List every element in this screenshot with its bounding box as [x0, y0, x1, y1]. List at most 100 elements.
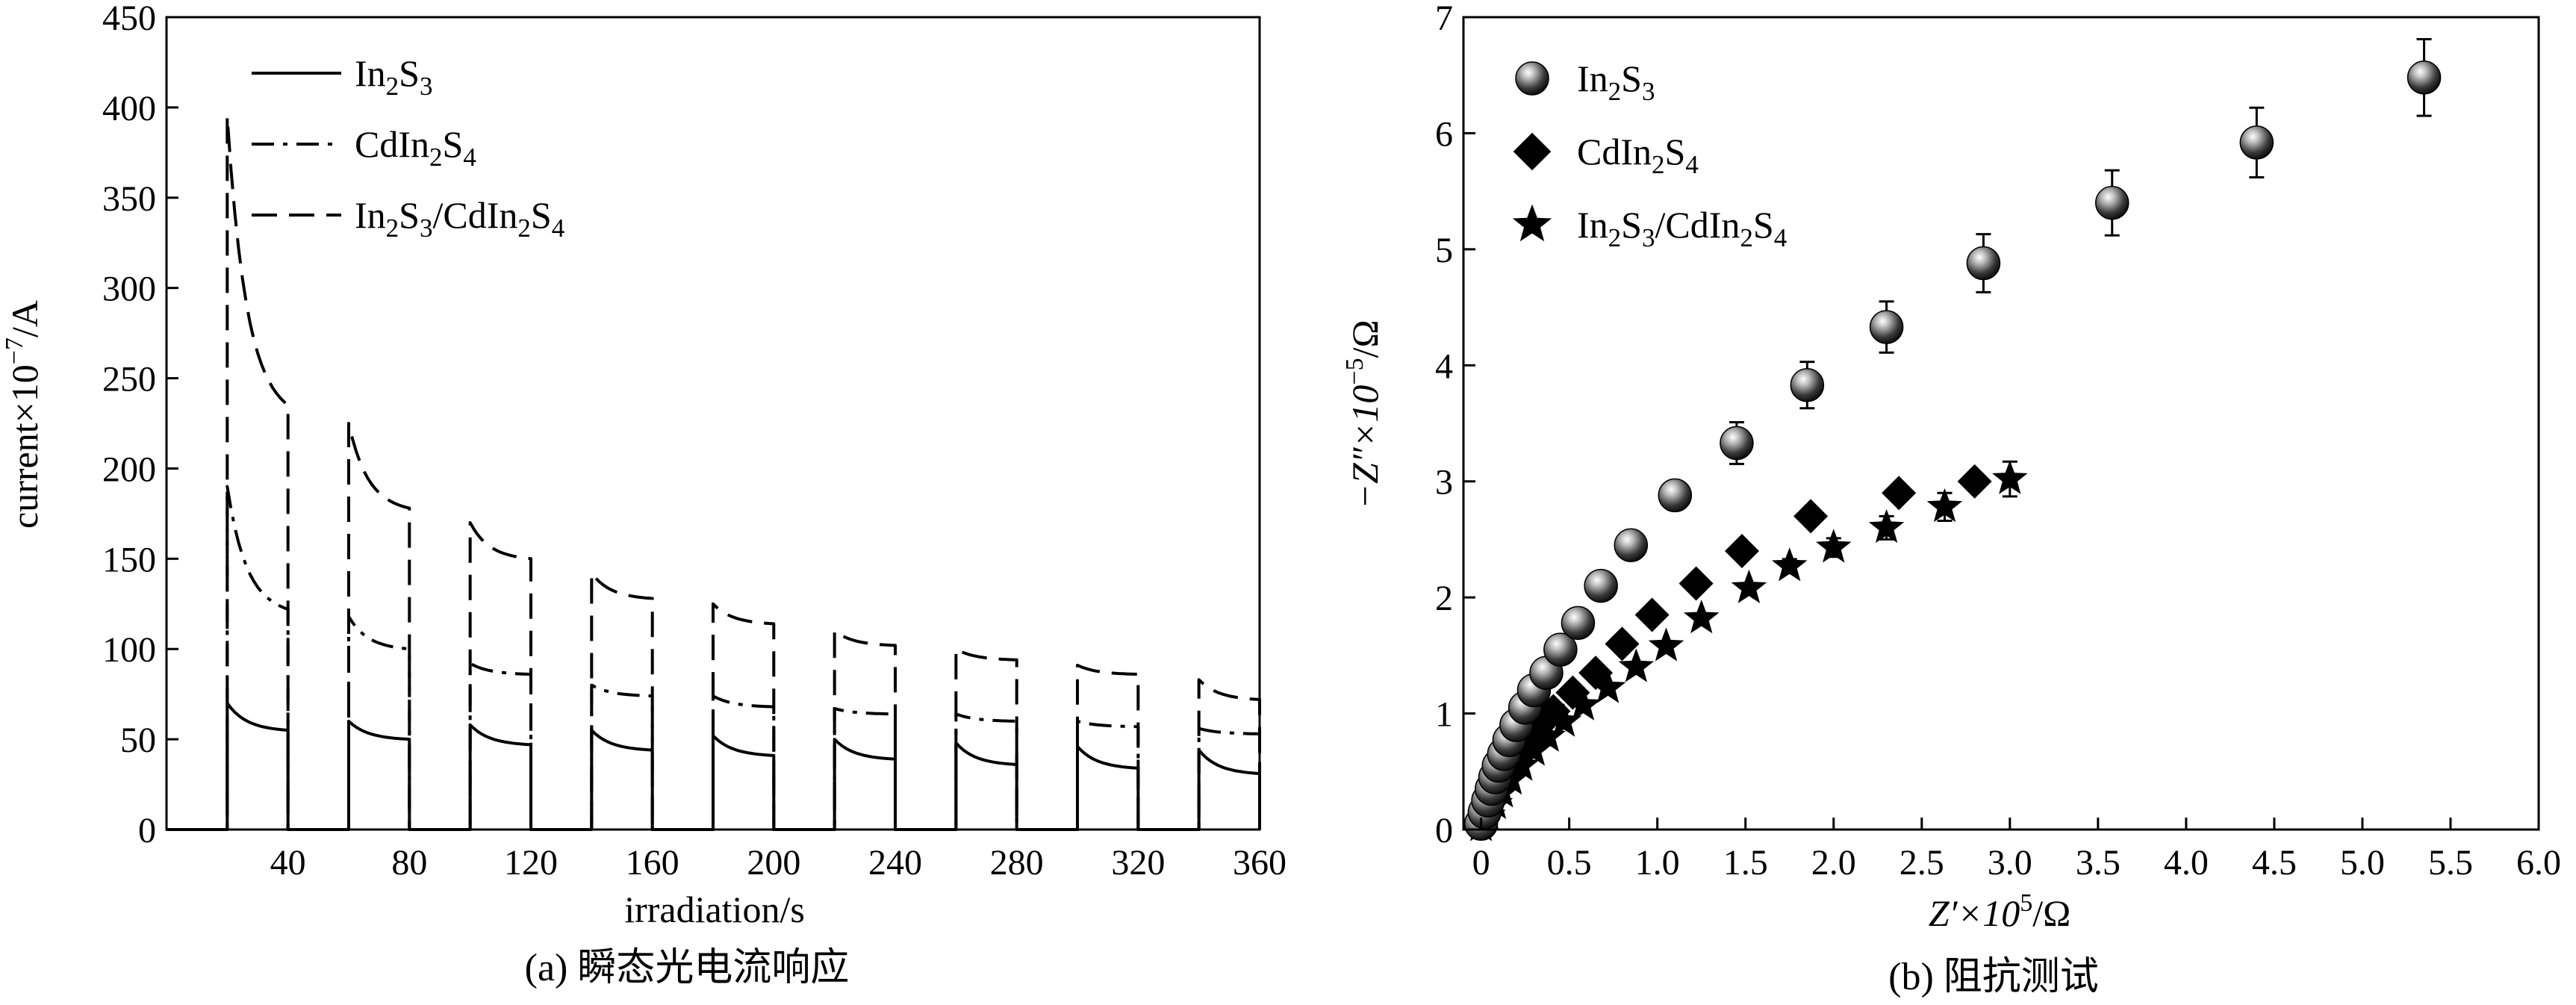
panel-b-series-1-point-13: [1679, 566, 1714, 601]
panel-b-legend-2-label-part-3: 3: [1642, 223, 1655, 252]
panel-b-plot-area: [1463, 38, 2442, 841]
panel-a-transient-photocurrent: 0 50 100 150 200 250 300 350 400 450 40 80 120 160 200…: [1, 0, 1287, 989]
panel-a-legend-1-label: CdIn2S4: [355, 123, 476, 172]
panel-a-ytick-label-5: 250: [102, 360, 156, 399]
panel-a-legend-1-label-part-1: 2: [429, 143, 443, 172]
panel-a-legend-2-label-part-6: S: [531, 194, 552, 236]
panel-a-legend-2-label-part-7: 4: [552, 214, 565, 243]
panel-a-legend-0-label-part-2: S: [399, 52, 420, 94]
panel-a-axes: 0 50 100 150 200 250 300 350 400 450 40 80 120 160 200…: [102, 0, 1287, 883]
panel-a-ytick-label-0: 0: [138, 811, 156, 850]
panel-b-series-2-point-10: [1590, 669, 1626, 703]
panel-b-legend-2-label-part-7: 4: [1774, 223, 1788, 252]
panel-a-legend-0-label: In2S3: [355, 52, 432, 101]
panel-b-series-2-point-17: [1868, 508, 1905, 544]
panel-a-series-1-line: [167, 485, 1261, 831]
panel-b-series-2-point-13: [1683, 600, 1720, 634]
panel-b-xlabel-unit: /Ω: [2032, 892, 2071, 934]
panel-b-xtick-label-0: 0: [1472, 843, 1490, 883]
panel-a-plot-area: [167, 114, 1261, 831]
panel-a-legend-1-label-part-2: S: [443, 123, 464, 165]
panel-a-frame: [165, 16, 1261, 831]
panel-b-legend-1-label-part-0: CdIn: [1577, 131, 1652, 172]
panel-b-legend-1-label: CdIn2S4: [1577, 131, 1699, 179]
panel-b-xtick-label-1: 0.5: [1547, 843, 1592, 883]
panel-b-series-1-point-9: [1555, 675, 1590, 710]
panel-b-series-2-point-15: [1771, 547, 1808, 582]
panel-b-series-0-point-23: [2407, 60, 2442, 95]
panel-b-ytick-label-2: 2: [1435, 579, 1453, 618]
panel-a-ytick-label-2: 100: [102, 630, 156, 670]
panel-b-series-1-point-10: [1578, 656, 1614, 691]
panel-b-legend-0-label-part-2: S: [1621, 57, 1642, 99]
panel-b-series-1-point-11: [1605, 626, 1640, 662]
panel-b-series-2-point-8: [1546, 703, 1582, 737]
panel-a-ytick-label-1: 50: [120, 721, 156, 760]
panel-b-series-0-point-21: [2094, 185, 2129, 220]
panel-b-series-0-point-12: [1543, 632, 1578, 667]
panel-a-ytick-label-4: 200: [102, 449, 156, 489]
panel-b-legend-2-label-part-2: S: [1621, 204, 1642, 246]
panel-b-xtick-label-2: 1.0: [1635, 843, 1680, 883]
panel-b-xlabel-exp: 5: [2020, 889, 2032, 917]
panel-b-xtick-label-11: 5.5: [2428, 843, 2473, 883]
panel-b-legend-1-label-part-3: 4: [1685, 150, 1699, 179]
panel-a-legend-0-label-part-3: 3: [420, 72, 433, 101]
panel-a-xtick-label-2: 120: [504, 843, 558, 883]
panel-b-legend-2-label-part-6: S: [1753, 204, 1774, 246]
panel-a-ytick-label-6: 300: [102, 270, 156, 309]
panel-a-xtick-label-4: 200: [747, 843, 800, 883]
panel-b-xlabel-base: Z′×10: [1929, 892, 2020, 934]
panel-a-xtick-label-5: 240: [868, 843, 922, 883]
panel-a-caption: (a) 瞬态光电流响应: [525, 947, 850, 989]
panel-b-series-0-point-19: [1869, 310, 1904, 344]
panel-b-series-0-point-22: [2239, 125, 2274, 160]
panel-b-series-0-point-20: [1966, 246, 2001, 281]
panel-a-xlabel: irradiation/s: [624, 889, 805, 930]
panel-b-series-0-point-14: [1584, 568, 1618, 603]
panel-b-ytick-label-0: 0: [1435, 811, 1453, 850]
panel-b-series-0-point-13: [1561, 606, 1596, 641]
panel-b-legend-1-label-part-1: 2: [1652, 150, 1665, 179]
panel-b-legend-0-label: In2S3: [1577, 57, 1655, 106]
panel-a-ylabel-unit: /A: [4, 300, 46, 337]
panel-b-legend-2-marker: [1512, 204, 1552, 242]
panel-a-legend-2-label-part-0: In: [355, 194, 386, 236]
panel-a-ytick-label-9: 450: [102, 0, 156, 38]
panel-b-ytick-label-6: 6: [1435, 114, 1453, 154]
panel-b-ylabel-base: −Z″×10: [1344, 385, 1386, 509]
panel-b-series-2-point-7: [1530, 718, 1567, 752]
panel-a-xtick-label-3: 160: [626, 843, 679, 883]
panel-b-ylabel-exp: −5: [1341, 358, 1369, 385]
panel-b-xtick-label-9: 4.5: [2252, 843, 2297, 883]
panel-b-legend-0-label-part-1: 2: [1608, 77, 1622, 106]
panel-a-xtick-label-1: 80: [391, 843, 427, 883]
panel-b-ylabel-unit: /Ω: [1344, 320, 1386, 358]
panel-b-ylabel: −Z″×10−5/Ω: [1341, 320, 1386, 508]
panel-b-legend-2-label-part-0: In: [1577, 204, 1608, 246]
panel-a-legend-2-label: In2S3/CdIn2S4: [355, 194, 564, 243]
panel-a-xtick-label-8: 360: [1233, 843, 1287, 883]
panel-b-caption: (b) 阻抗测试: [1888, 956, 2099, 998]
panel-b-series-1-point-15: [1793, 499, 1829, 534]
panel-a-xtick-label-7: 320: [1111, 843, 1165, 883]
panel-b-xtick-label-4: 2.0: [1811, 843, 1856, 883]
panel-a-ytick-label-3: 150: [102, 540, 156, 579]
panel-b-legend-0-marker: [1515, 61, 1549, 96]
panel-b-xtick-label-5: 2.5: [1900, 843, 1944, 883]
panel-a-ylabel-exp: −7: [1, 337, 28, 364]
panel-a-legend-2-label-part-4: /CdIn: [432, 194, 517, 236]
panel-a-legend-2-label-part-1: 2: [386, 214, 399, 243]
panel-b-legend-2-label-part-5: 2: [1740, 223, 1753, 252]
panel-a-legend-0-label-part-0: In: [355, 52, 386, 94]
panel-b-xtick-label-6: 3.0: [1988, 843, 2032, 883]
panel-a-ytick-label-8: 400: [102, 89, 156, 128]
panel-a-legend-1-label-part-3: 4: [463, 143, 476, 172]
panel-b-series-2-point-11: [1618, 648, 1655, 682]
panel-b-ytick-label-1: 1: [1435, 695, 1453, 735]
panel-a-ylabel-base: current×10: [4, 364, 46, 529]
panel-b-series-1-point-14: [1724, 533, 1759, 568]
